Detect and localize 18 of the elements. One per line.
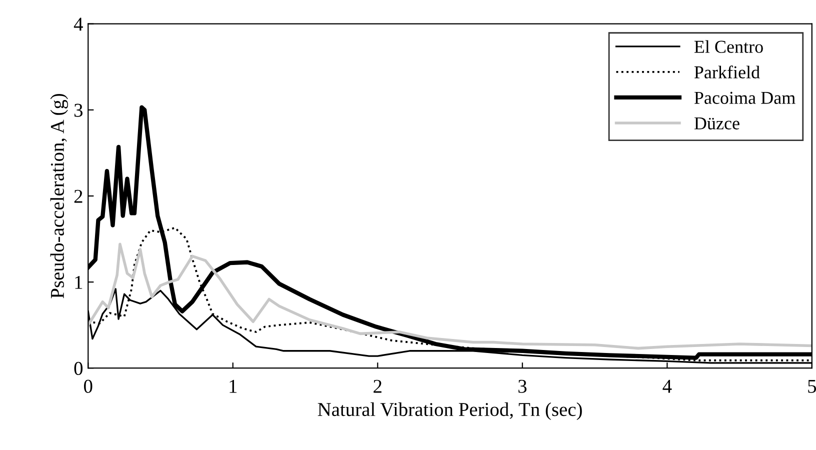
y-tick-label: 3 — [74, 104, 83, 117]
y-tick-label: 2 — [74, 190, 82, 203]
y-axis-title: Pseudo-acceleration, A (g) — [50, 94, 68, 298]
x-tick-label: 0 — [84, 380, 92, 393]
legend-label: El Centro — [694, 40, 763, 53]
legend-label: Parkfield — [694, 66, 760, 78]
x-tick-label: 2 — [374, 380, 382, 393]
x-tick-label: 4 — [662, 380, 672, 393]
legend-label: Düzce — [694, 117, 740, 130]
y-tick-label: 1 — [75, 276, 82, 289]
x-axis-title: Natural Vibration Period, Tn (sec) — [318, 402, 582, 420]
line-series — [88, 242, 812, 350]
x-tick-label: 3 — [518, 380, 527, 393]
y-tick-label: 0 — [74, 362, 83, 376]
y-tick-label: 4 — [74, 18, 83, 31]
x-tick-label: 1 — [230, 380, 237, 393]
legend-label: Pacoima Dam — [694, 92, 796, 104]
x-tick-label: 5 — [808, 380, 816, 393]
